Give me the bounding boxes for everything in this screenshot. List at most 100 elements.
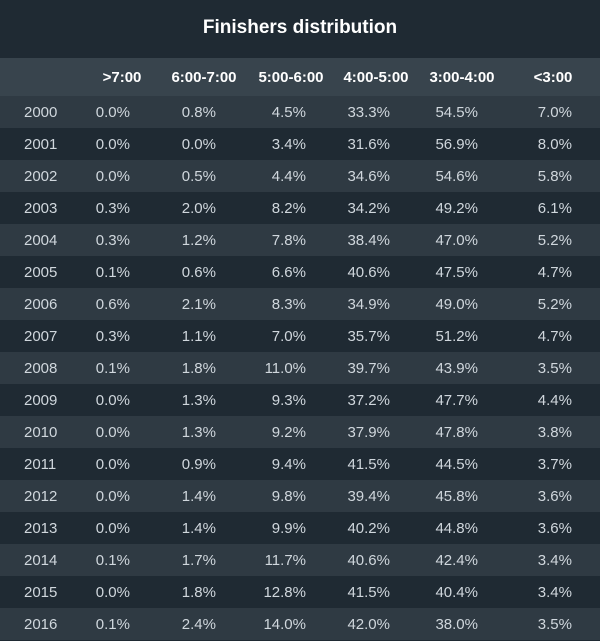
table-cell: 6.6% xyxy=(271,263,306,281)
row-year-cell: 2010 xyxy=(24,423,58,441)
table-cell: 31.6% xyxy=(347,135,390,153)
table-cell: 0.0% xyxy=(95,135,130,153)
table-cell: 14.0% xyxy=(263,615,306,633)
table-cell: 9.4% xyxy=(271,455,306,473)
table-cell: 12.8% xyxy=(263,583,306,601)
table-cell: 5.2% xyxy=(537,231,572,249)
table-cell: 49.0% xyxy=(435,295,478,313)
table-cell: 4.4% xyxy=(537,391,572,409)
table-row: 2011 0.0% 0.9% 9.4% 41.5% 44.5% 3.7% xyxy=(0,448,600,480)
table-cell: 3.4% xyxy=(537,583,572,601)
table-cell: 39.7% xyxy=(347,359,390,377)
row-year-cell: 2007 xyxy=(24,327,58,345)
row-year-cell: 2002 xyxy=(24,167,58,185)
table-cell: 0.0% xyxy=(95,103,130,121)
table-cell: 1.8% xyxy=(181,359,216,377)
table-cell: 0.1% xyxy=(95,359,130,377)
table-cell: 0.0% xyxy=(95,519,130,537)
table-cell: 0.1% xyxy=(95,615,130,633)
table-cell: 0.0% xyxy=(95,583,130,601)
table-cell: 5.2% xyxy=(537,295,572,313)
table-cell: 11.0% xyxy=(264,359,306,377)
row-year-cell: 2015 xyxy=(24,583,58,601)
table-cell: 3.7% xyxy=(537,455,572,473)
table-cell: 45.8% xyxy=(435,487,478,505)
table-cell: 8.0% xyxy=(537,135,572,153)
table-cell: 9.9% xyxy=(271,519,306,537)
table-cell: 0.1% xyxy=(95,263,130,281)
table-row: 2001 0.0% 0.0% 3.4% 31.6% 56.9% 8.0% xyxy=(0,128,600,160)
table-cell: 1.8% xyxy=(181,583,216,601)
row-year-cell: 2005 xyxy=(24,263,58,281)
table-row: 2007 0.3% 1.1% 7.0% 35.7% 51.2% 4.7% xyxy=(0,320,600,352)
table-cell: 0.0% xyxy=(95,423,130,441)
table-cell: 2.4% xyxy=(181,615,216,633)
table-cell: 34.2% xyxy=(347,199,390,217)
table-cell: 39.4% xyxy=(347,487,390,505)
row-year-cell: 2003 xyxy=(24,199,58,217)
table-cell: 0.6% xyxy=(181,263,216,281)
table-row: 2013 0.0% 1.4% 9.9% 40.2% 44.8% 3.6% xyxy=(0,512,600,544)
table-cell: 7.0% xyxy=(537,103,572,121)
table-cell: 0.3% xyxy=(95,327,130,345)
table-cell: 0.6% xyxy=(95,295,130,313)
table-row: 2009 0.0% 1.3% 9.3% 37.2% 47.7% 4.4% xyxy=(0,384,600,416)
table-cell: 6.1% xyxy=(537,199,572,217)
table-cell: 47.8% xyxy=(435,423,478,441)
table-title: Finishers distribution xyxy=(0,0,600,58)
table-cell: 3.8% xyxy=(537,423,572,441)
table-cell: 37.9% xyxy=(347,423,390,441)
table-row: 2012 0.0% 1.4% 9.8% 39.4% 45.8% 3.6% xyxy=(0,480,600,512)
table-header-row: >7:00 6:00-7:00 5:00-6:00 4:00-5:00 3:00… xyxy=(0,58,600,96)
table-cell: 5.8% xyxy=(537,167,572,185)
table-cell: 3.5% xyxy=(537,615,572,633)
table-cell: 47.5% xyxy=(435,263,478,281)
table-cell: 47.0% xyxy=(435,231,478,249)
row-year-cell: 2000 xyxy=(24,103,58,121)
table-cell: 9.3% xyxy=(271,391,306,409)
table-cell: 1.3% xyxy=(181,391,216,409)
table-cell: 43.9% xyxy=(435,359,478,377)
table-cell: 0.5% xyxy=(181,167,216,185)
row-year-cell: 2004 xyxy=(24,231,58,249)
table-cell: 33.3% xyxy=(347,103,390,121)
table-cell: 1.4% xyxy=(181,519,216,537)
row-year-cell: 2008 xyxy=(24,359,58,377)
table-cell: 3.4% xyxy=(271,135,306,153)
column-header: 5:00-6:00 xyxy=(258,68,324,86)
table-cell: 0.0% xyxy=(95,167,130,185)
row-year-cell: 2014 xyxy=(24,551,58,569)
table-cell: 7.8% xyxy=(271,231,306,249)
table-cell: 54.6% xyxy=(435,167,478,185)
table-cell: 38.4% xyxy=(347,231,390,249)
row-year-cell: 2013 xyxy=(24,519,58,537)
table-cell: 41.5% xyxy=(347,583,390,601)
table-cell: 47.7% xyxy=(435,391,478,409)
table-cell: 1.1% xyxy=(181,327,216,345)
table-cell: 40.6% xyxy=(347,551,390,569)
row-year-cell: 2011 xyxy=(24,455,57,473)
table-cell: 7.0% xyxy=(271,327,306,345)
table-cell: 34.9% xyxy=(347,295,390,313)
table-cell: 0.9% xyxy=(181,455,216,473)
table-cell: 8.3% xyxy=(271,295,306,313)
table-cell: 38.0% xyxy=(435,615,478,633)
row-year-cell: 2006 xyxy=(24,295,58,313)
table-cell: 40.4% xyxy=(435,583,478,601)
table-row: 2010 0.0% 1.3% 9.2% 37.9% 47.8% 3.8% xyxy=(0,416,600,448)
table-cell: 0.0% xyxy=(95,391,130,409)
table-cell: 0.0% xyxy=(95,487,130,505)
table-row: 2006 0.6% 2.1% 8.3% 34.9% 49.0% 5.2% xyxy=(0,288,600,320)
table-cell: 9.8% xyxy=(271,487,306,505)
table-cell: 54.5% xyxy=(435,103,478,121)
table-cell: 40.2% xyxy=(347,519,390,537)
table-cell: 4.5% xyxy=(271,103,306,121)
table-row: 2014 0.1% 1.7% 11.7% 40.6% 42.4% 3.4% xyxy=(0,544,600,576)
table-cell: 40.6% xyxy=(347,263,390,281)
table-row: 2008 0.1% 1.8% 11.0% 39.7% 43.9% 3.5% xyxy=(0,352,600,384)
table-cell: 3.4% xyxy=(537,551,572,569)
table-cell: 2.0% xyxy=(181,199,216,217)
row-year-cell: 2012 xyxy=(24,487,58,505)
table-row: 2002 0.0% 0.5% 4.4% 34.6% 54.6% 5.8% xyxy=(0,160,600,192)
